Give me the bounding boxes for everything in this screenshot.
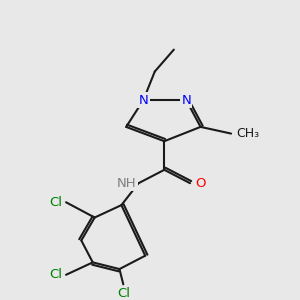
- Text: O: O: [195, 177, 205, 190]
- Text: N: N: [182, 94, 191, 107]
- Text: CH₃: CH₃: [236, 127, 259, 140]
- Text: NH: NH: [117, 177, 136, 190]
- Text: Cl: Cl: [49, 268, 62, 281]
- Text: N: N: [138, 94, 148, 107]
- Text: Cl: Cl: [49, 196, 62, 209]
- Text: Cl: Cl: [117, 287, 130, 300]
